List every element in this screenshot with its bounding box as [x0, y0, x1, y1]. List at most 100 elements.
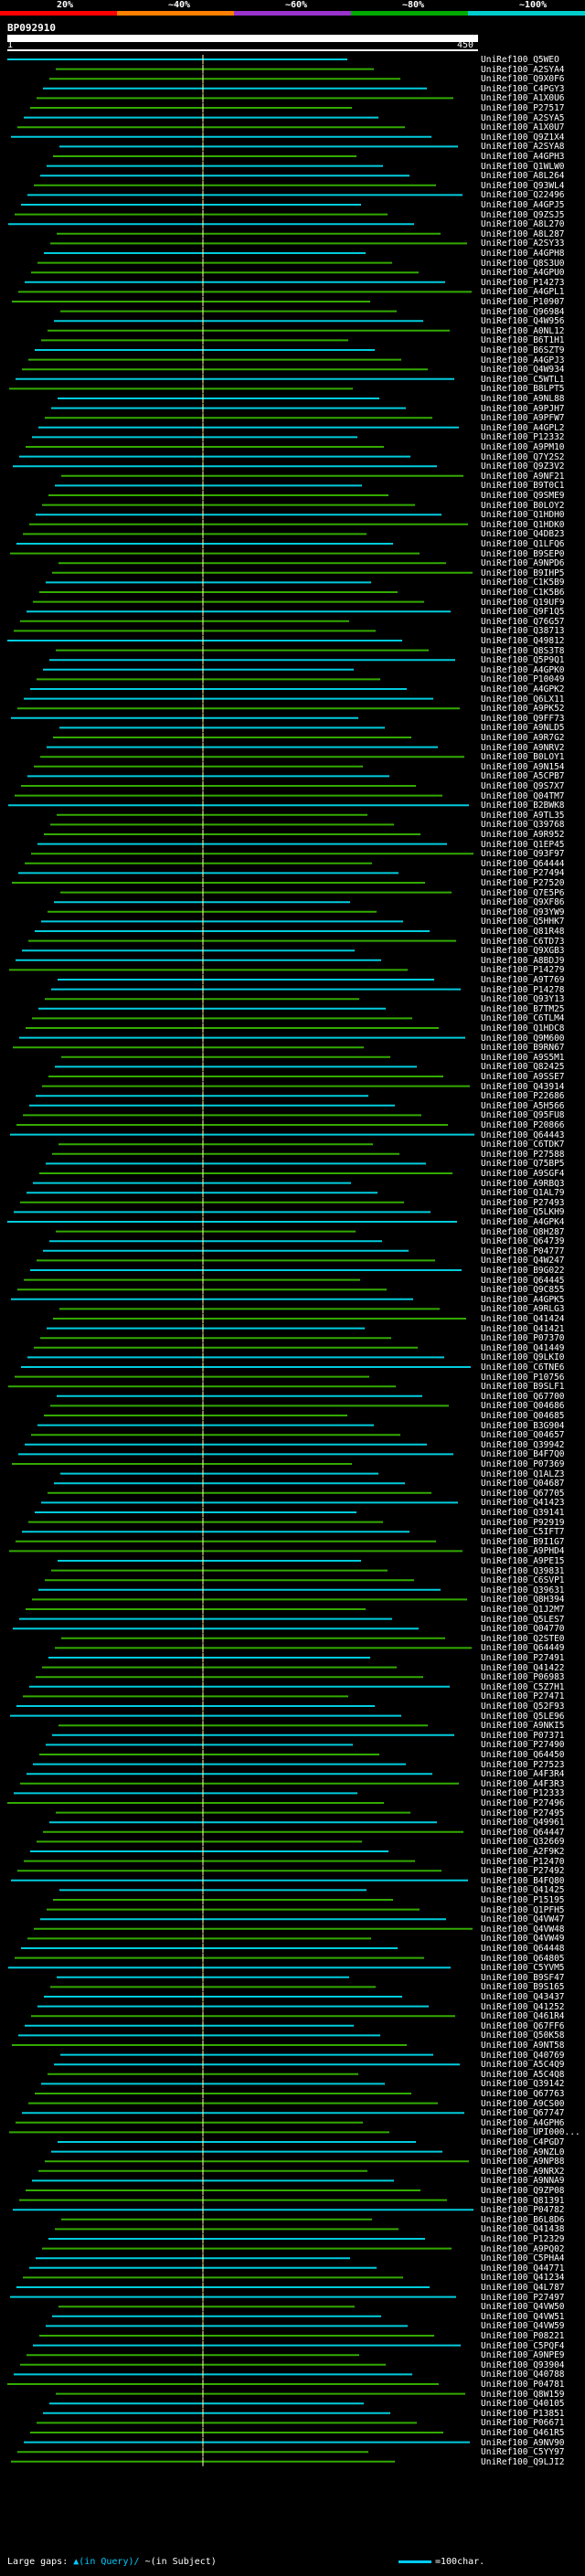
hit-label[interactable]: UniRef100_Q9M600: [481, 1033, 565, 1044]
hit-label[interactable]: UniRef100_A8L287: [481, 228, 565, 239]
hit-label[interactable]: UniRef100_P27471: [481, 1691, 565, 1702]
hit-label[interactable]: UniRef100_Q5LES7: [481, 1614, 565, 1625]
hit-label[interactable]: UniRef100_A9NP88: [481, 2157, 565, 2168]
hit-label[interactable]: UniRef100_P27496: [481, 1798, 565, 1808]
hit-label[interactable]: UniRef100_A9NPD6: [481, 558, 565, 569]
hit-label[interactable]: UniRef100_Q1HDC8: [481, 1023, 565, 1034]
hit-label[interactable]: UniRef100_B9SF47: [481, 1972, 565, 1983]
hit-label[interactable]: UniRef100_Q04770: [481, 1624, 565, 1635]
hit-label[interactable]: UniRef100_Q1EP45: [481, 839, 565, 850]
hit-label[interactable]: UniRef100_Q4VW47: [481, 1914, 565, 1925]
hit-label[interactable]: UniRef100_Q39831: [481, 1565, 565, 1576]
hit-label[interactable]: UniRef100_Q9XGB3: [481, 946, 565, 957]
hit-label[interactable]: UniRef100_P07370: [481, 1333, 565, 1344]
hit-label[interactable]: UniRef100_Q41438: [481, 2224, 565, 2235]
hit-label[interactable]: UniRef100_A4GPL1: [481, 287, 565, 298]
hit-label[interactable]: UniRef100_A9NV90: [481, 2437, 565, 2448]
hit-label[interactable]: UniRef100_P27494: [481, 868, 565, 879]
hit-label[interactable]: UniRef100_Q1PFH5: [481, 1904, 565, 1915]
hit-label[interactable]: UniRef100_P27493: [481, 1197, 565, 1208]
hit-label[interactable]: UniRef100_A9SSE7: [481, 1072, 565, 1082]
hit-label[interactable]: UniRef100_Q64450: [481, 1750, 565, 1760]
hit-label[interactable]: UniRef100_Q4DB23: [481, 529, 565, 540]
hit-label[interactable]: UniRef100_Q82425: [481, 1062, 565, 1073]
hit-label[interactable]: UniRef100_Q4W247: [481, 1256, 565, 1267]
hit-label[interactable]: UniRef100_C5PQF4: [481, 2340, 565, 2351]
hit-label[interactable]: UniRef100_Q1HDK0: [481, 519, 565, 530]
hit-label[interactable]: UniRef100_Q5HHK7: [481, 917, 565, 928]
hit-label[interactable]: UniRef100_P14278: [481, 984, 565, 995]
hit-label[interactable]: UniRef100_A9NZL0: [481, 2147, 565, 2157]
hit-label[interactable]: UniRef100_B6L8D6: [481, 2214, 565, 2225]
hit-label[interactable]: UniRef100_Q22496: [481, 190, 565, 201]
hit-label[interactable]: UniRef100_A9R7G2: [481, 733, 565, 743]
hit-label[interactable]: UniRef100_C1K5B9: [481, 578, 565, 588]
hit-label[interactable]: UniRef100_Q1ALZ3: [481, 1468, 565, 1479]
hit-label[interactable]: UniRef100_Q64805: [481, 1953, 565, 1964]
hit-label[interactable]: UniRef100_A4GPU0: [481, 268, 565, 279]
hit-label[interactable]: UniRef100_Q1WLW0: [481, 161, 565, 172]
hit-label[interactable]: UniRef100_Q39142: [481, 2079, 565, 2090]
hit-label[interactable]: UniRef100_C5YVM5: [481, 1963, 565, 1974]
hit-label[interactable]: UniRef100_A9R952: [481, 830, 565, 840]
hit-label[interactable]: UniRef100_Q49812: [481, 636, 565, 646]
hit-label[interactable]: UniRef100_A4GPK5: [481, 1294, 565, 1305]
hit-label[interactable]: UniRef100_Q1AL79: [481, 1188, 565, 1199]
hit-label[interactable]: UniRef100_Q1J2M7: [481, 1605, 565, 1615]
hit-label[interactable]: UniRef100_Q04686: [481, 1401, 565, 1412]
hit-label[interactable]: UniRef100_Q64449: [481, 1643, 565, 1654]
hit-label[interactable]: UniRef100_A9S5M1: [481, 1052, 565, 1063]
hit-label[interactable]: UniRef100_C6TNE6: [481, 1362, 565, 1373]
hit-label[interactable]: UniRef100_Q64447: [481, 1827, 565, 1838]
hit-label[interactable]: UniRef100_Q41449: [481, 1342, 565, 1353]
hit-label[interactable]: UniRef100_B2BWK8: [481, 800, 565, 811]
hit-label[interactable]: UniRef100_A9NF21: [481, 471, 565, 482]
hit-label[interactable]: UniRef100_A9PFW7: [481, 413, 565, 424]
hit-label[interactable]: UniRef100_Q44771: [481, 2263, 565, 2274]
hit-label[interactable]: UniRef100_A1X0U6: [481, 93, 565, 104]
hit-label[interactable]: UniRef100_C5YY97: [481, 2447, 565, 2458]
hit-label[interactable]: UniRef100_Q39942: [481, 1439, 565, 1450]
hit-label[interactable]: UniRef100_Q4VW48: [481, 1924, 565, 1935]
hit-label[interactable]: UniRef100_A2F9K2: [481, 1847, 565, 1857]
hit-label[interactable]: UniRef100_B3G904: [481, 1420, 565, 1431]
hit-label[interactable]: UniRef100_Q9ZP08: [481, 2186, 565, 2196]
hit-label[interactable]: UniRef100_B8LPT5: [481, 384, 565, 395]
hit-label[interactable]: UniRef100_Q39768: [481, 820, 565, 831]
hit-label[interactable]: UniRef100_Q461R4: [481, 2011, 565, 2022]
hit-label[interactable]: UniRef100_A4F3R4: [481, 1769, 565, 1780]
hit-label[interactable]: UniRef100_Q04TM7: [481, 790, 565, 801]
hit-label[interactable]: UniRef100_A8L264: [481, 171, 565, 182]
hit-label[interactable]: UniRef100_Q93904: [481, 2359, 565, 2370]
hit-label[interactable]: UniRef100_Q8W159: [481, 2389, 565, 2400]
hit-label[interactable]: UniRef100_Q50K58: [481, 2030, 565, 2041]
hit-label[interactable]: UniRef100_P04781: [481, 2380, 565, 2390]
hit-label[interactable]: UniRef100_A2SYA5: [481, 112, 565, 123]
hit-label[interactable]: UniRef100_B9G022: [481, 1266, 565, 1276]
hit-label[interactable]: UniRef100_P15195: [481, 1895, 565, 1905]
hit-label[interactable]: UniRef100_A9CS00: [481, 2098, 565, 2109]
hit-label[interactable]: UniRef100_Q67747: [481, 2108, 565, 2119]
hit-label[interactable]: UniRef100_A5C4Q9: [481, 2060, 565, 2071]
hit-label[interactable]: UniRef100_P10907: [481, 297, 565, 307]
hit-label[interactable]: UniRef100_Q64739: [481, 1236, 565, 1247]
hit-label[interactable]: UniRef100_P27495: [481, 1807, 565, 1818]
hit-label[interactable]: UniRef100_C1K5B6: [481, 588, 565, 598]
hit-label[interactable]: UniRef100_P14279: [481, 965, 565, 976]
hit-label[interactable]: UniRef100_Q8S3T8: [481, 645, 565, 656]
hit-label[interactable]: UniRef100_C5IFT7: [481, 1527, 565, 1538]
hit-label[interactable]: UniRef100_Q96984: [481, 306, 565, 317]
hit-label[interactable]: UniRef100_B9S165: [481, 1982, 565, 1993]
hit-label[interactable]: UniRef100_Q41252: [481, 2001, 565, 2012]
hit-label[interactable]: UniRef100_Q64445: [481, 1275, 565, 1286]
hit-label[interactable]: UniRef100_Q64444: [481, 858, 565, 869]
hit-label[interactable]: UniRef100_Q81R48: [481, 927, 565, 937]
hit-label[interactable]: UniRef100_B9SEP0: [481, 548, 565, 559]
hit-label[interactable]: UniRef100_Q76G57: [481, 616, 565, 627]
hit-label[interactable]: UniRef100_B9IHP5: [481, 567, 565, 578]
hit-label[interactable]: UniRef100_P12332: [481, 432, 565, 443]
hit-label[interactable]: UniRef100_Q39141: [481, 1508, 565, 1518]
hit-label[interactable]: UniRef100_P27523: [481, 1759, 565, 1770]
hit-label[interactable]: UniRef100_P12333: [481, 1788, 565, 1799]
hit-label[interactable]: UniRef100_Q67FF6: [481, 2020, 565, 2031]
